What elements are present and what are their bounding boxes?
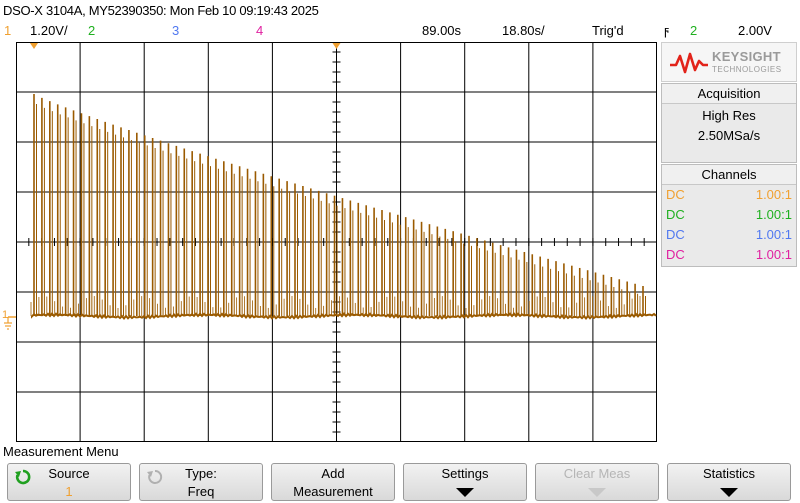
channel-row-1: DC 1.00:1 <box>662 185 796 205</box>
time-position: 89.00s <box>422 22 461 40</box>
acquisition-title: Acquisition <box>662 84 796 104</box>
ch3-probe-ratio: 1.00:1 <box>756 225 792 245</box>
ground-icon <box>0 309 16 331</box>
add-label: Add <box>272 466 394 481</box>
side-panel: KEYSIGHT TECHNOLOGIES Acquisition High R… <box>659 42 800 267</box>
time-scale: 18.80s/ <box>502 22 545 40</box>
settings-label: Settings <box>404 466 526 481</box>
status-bar: 1 1.20V/ 2 3 4 89.00s 18.80s/ Trig'd ϝ 2… <box>0 22 800 40</box>
trigger-level: 2.00V <box>738 22 772 40</box>
add-label-sub: Measurement <box>272 484 394 499</box>
ch2-number: 2 <box>88 22 95 40</box>
ch1-coupling: DC <box>666 185 685 205</box>
sample-rate: 2.50MSa/s <box>662 126 796 146</box>
trigger-state: Trig'd <box>592 22 624 40</box>
add-measurement-button[interactable]: Add Measurement <box>271 463 395 501</box>
window-title: DSO-X 3104A, MY52390350: Mon Feb 10 09:1… <box>0 0 800 22</box>
channel-row-4: DC 1.00:1 <box>662 245 796 265</box>
clear-meas-label: Clear Meas <box>536 466 658 481</box>
source-value: 1 <box>8 484 130 499</box>
submenu-arrow-icon <box>720 488 738 497</box>
ch1-probe-ratio: 1.00:1 <box>756 185 792 205</box>
ch2-probe-ratio: 1.00:1 <box>756 205 792 225</box>
acquisition-panel: Acquisition High Res 2.50MSa/s <box>661 83 797 163</box>
graticule <box>16 42 657 442</box>
ch2-coupling: DC <box>666 205 685 225</box>
trigger-source: 2 <box>690 22 697 40</box>
type-softkey[interactable]: Type: Freq <box>139 463 263 501</box>
clear-meas-softkey[interactable]: Clear Meas <box>535 463 659 501</box>
ch1-ground-marker[interactable]: 1 <box>0 309 16 331</box>
channel-row-3: DC 1.00:1 <box>662 225 796 245</box>
ch3-coupling: DC <box>666 225 685 245</box>
source-label: Source <box>8 466 130 481</box>
settings-softkey[interactable]: Settings <box>403 463 527 501</box>
ch4-probe-ratio: 1.00:1 <box>756 245 792 265</box>
ch4-number: 4 <box>256 22 263 40</box>
ch4-coupling: DC <box>666 245 685 265</box>
source-softkey[interactable]: Source 1 <box>7 463 131 501</box>
channel-row-2: DC 1.00:1 <box>662 205 796 225</box>
menu-title: Measurement Menu <box>3 444 119 460</box>
ch1-number: 1 <box>4 22 11 40</box>
ch3-number: 3 <box>172 22 179 40</box>
waveform-display[interactable] <box>16 42 657 442</box>
brand-subtitle: TECHNOLOGIES <box>712 65 782 74</box>
brand-name: KEYSIGHT <box>712 49 781 64</box>
statistics-label: Statistics <box>668 466 790 481</box>
trigger-edge-icon: ϝ <box>664 22 669 40</box>
type-label: Type: <box>140 466 262 481</box>
submenu-arrow-icon <box>588 488 606 497</box>
channels-title: Channels <box>662 165 796 185</box>
statistics-softkey[interactable]: Statistics <box>667 463 791 501</box>
acquisition-mode: High Res <box>662 106 796 126</box>
submenu-arrow-icon <box>456 488 474 497</box>
keysight-wave-icon <box>670 52 708 74</box>
type-value: Freq <box>140 484 262 499</box>
ch1-scale: 1.20V/ <box>30 22 68 40</box>
brand-logo: KEYSIGHT TECHNOLOGIES <box>661 42 797 82</box>
channels-panel: Channels DC 1.00:1 DC 1.00:1 DC 1.00:1 D… <box>661 164 797 267</box>
